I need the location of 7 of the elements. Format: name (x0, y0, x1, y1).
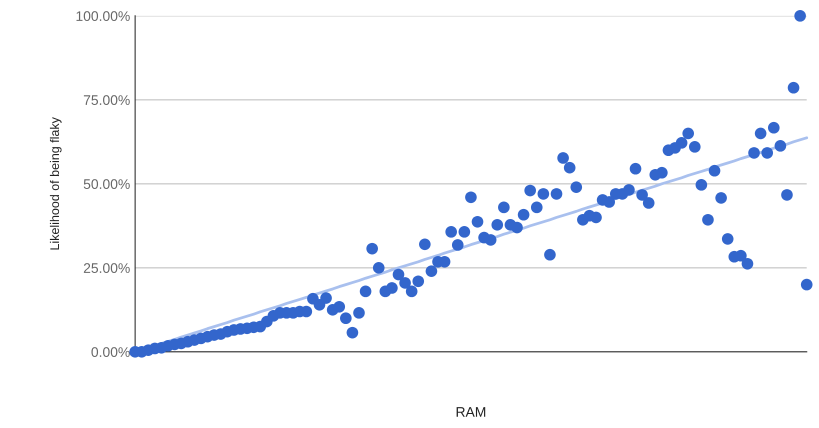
y-tick-label: 75.00% (84, 95, 130, 105)
y-tick-label: 100.00% (76, 11, 130, 22)
y-axis-title: Likelihood of being flaky (50, 117, 62, 250)
y-tick-label: 50.00% (84, 179, 130, 189)
y-tick-label: 0.00% (91, 347, 130, 357)
y-tick-label: 25.00% (84, 263, 130, 273)
x-axis-title: RAM (456, 407, 486, 417)
